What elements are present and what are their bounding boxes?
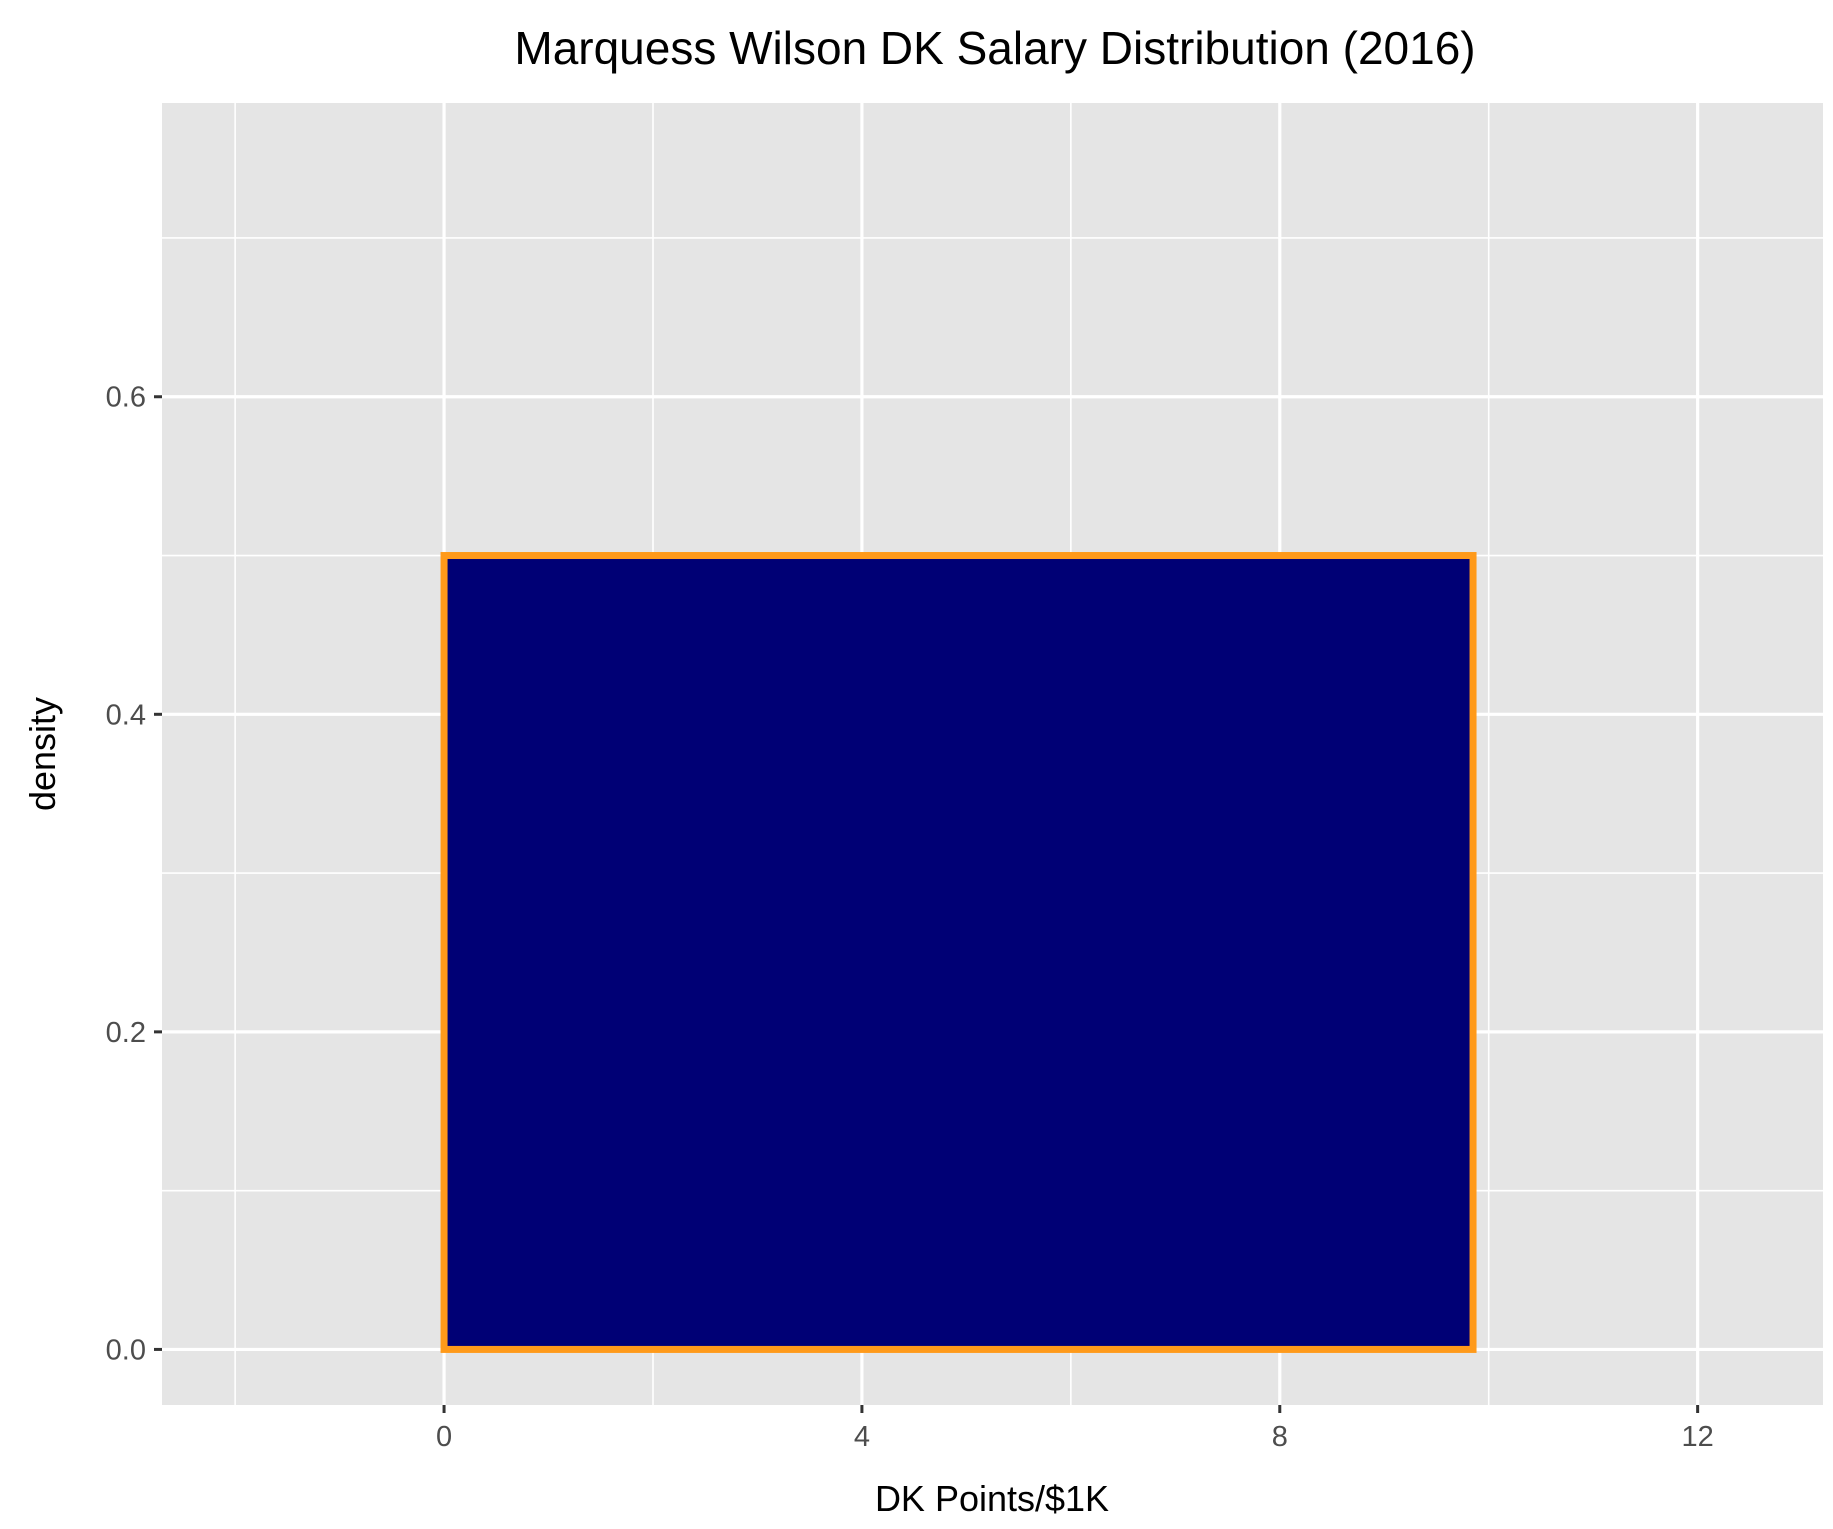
- y-tick-label: 0.4: [106, 699, 146, 731]
- y-tick-label: 0.2: [106, 1017, 146, 1049]
- histogram-bar: [440, 552, 1477, 1353]
- x-axis: 0 4 8 12: [436, 1405, 1714, 1453]
- x-tick-label: 12: [1682, 1421, 1714, 1453]
- y-axis: 0.0 0.2 0.4 0.6: [106, 382, 162, 1366]
- y-axis-title: density: [22, 697, 63, 811]
- y-tick-label: 0.6: [106, 382, 146, 414]
- x-tick-label: 4: [854, 1421, 870, 1453]
- x-tick-label: 0: [436, 1421, 452, 1453]
- x-tick-label: 8: [1272, 1421, 1288, 1453]
- x-axis-title: DK Points/$1K: [875, 1478, 1109, 1519]
- chart-title: Marquess Wilson DK Salary Distribution (…: [514, 22, 1475, 74]
- y-tick-label: 0.0: [106, 1334, 146, 1366]
- histogram-bars: [440, 552, 1477, 1353]
